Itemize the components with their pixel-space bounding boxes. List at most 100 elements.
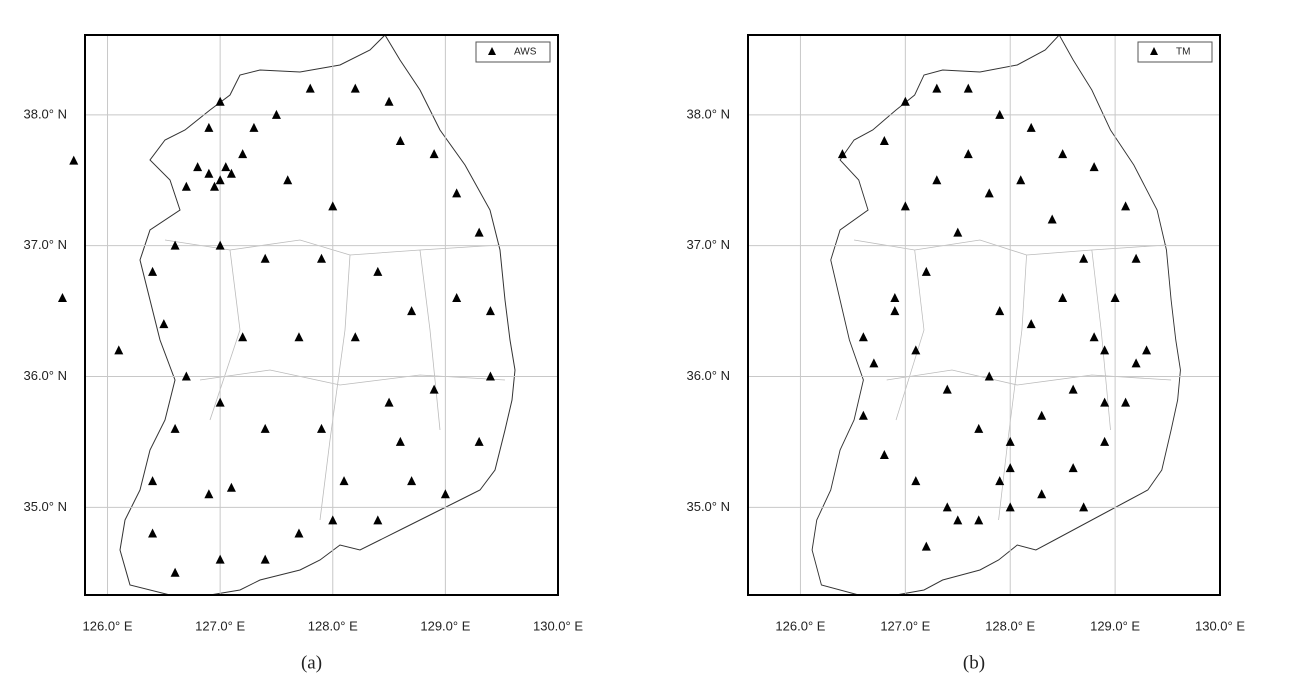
x-tick-label: 128.0° E (308, 618, 358, 633)
station-marker (1068, 463, 1078, 473)
station-marker (879, 450, 889, 459)
station-marker (215, 96, 225, 106)
station-marker (879, 135, 889, 145)
station-marker (170, 240, 180, 250)
station-marker (485, 371, 495, 381)
station-marker (294, 528, 304, 538)
station-marker (159, 319, 169, 329)
station-marker (260, 253, 270, 263)
station-marker (317, 423, 326, 433)
station-marker (148, 266, 158, 276)
station-marker (963, 149, 973, 159)
station-marker (69, 155, 79, 165)
station-marker (260, 423, 270, 433)
station-marker (1110, 292, 1120, 302)
station-marker (932, 175, 942, 185)
station-marker (1005, 436, 1015, 446)
station-marker (429, 149, 439, 159)
station-marker (204, 122, 214, 132)
station-marker (407, 306, 417, 316)
station-marker (238, 149, 248, 159)
station-marker (984, 188, 994, 198)
station-marker (963, 83, 973, 93)
station-marker (204, 168, 214, 178)
station-marker (350, 332, 360, 342)
station-marker (1026, 319, 1036, 329)
station-marker (1058, 292, 1068, 302)
station-marker (373, 515, 383, 525)
station-marker (215, 554, 225, 564)
station-marker (170, 423, 180, 433)
station-marker (283, 175, 293, 185)
station-marker (474, 227, 484, 237)
panel-caption: (a) (301, 652, 322, 673)
station-marker (1100, 345, 1110, 355)
station-marker (1131, 253, 1141, 263)
station-marker (215, 175, 225, 185)
station-marker (215, 240, 225, 250)
legend-marker (1150, 47, 1158, 55)
station-marker (953, 227, 963, 237)
station-marker (890, 306, 900, 316)
station-marker (452, 292, 462, 302)
station-marker (373, 266, 383, 276)
station-marker (226, 168, 236, 178)
legend-box (1137, 41, 1213, 63)
station-marker (204, 489, 214, 499)
station-marker (395, 135, 405, 145)
station-marker (57, 292, 67, 302)
station-marker (294, 332, 304, 342)
station-marker (921, 541, 931, 551)
station-marker (900, 201, 910, 211)
station-marker (1026, 122, 1036, 132)
station-marker (1079, 502, 1089, 512)
station-marker (1005, 463, 1015, 473)
station-marker (890, 292, 900, 302)
station-marker (1037, 489, 1047, 499)
station-marker (1121, 201, 1131, 211)
station-marker (328, 515, 338, 525)
station-marker (1005, 502, 1015, 512)
station-marker (911, 476, 921, 486)
station-marker (305, 83, 315, 93)
station-marker (1089, 162, 1099, 172)
station-marker (1100, 436, 1110, 446)
legend-marker (488, 47, 496, 55)
station-marker (317, 253, 326, 263)
y-tick-label: 37.0° N (686, 237, 730, 252)
station-marker (350, 83, 360, 93)
station-marker (238, 332, 248, 342)
y-tick-label: 38.0° N (23, 106, 67, 121)
x-tick-label: 126.0° E (775, 618, 825, 633)
legend-label: TM (1176, 47, 1190, 58)
station-marker (215, 397, 225, 407)
basemap-a (119, 35, 516, 595)
legend-label: AWS (514, 47, 537, 58)
x-tick-label: 130.0° E (1195, 618, 1245, 633)
plot-frame (84, 34, 559, 596)
station-marker (271, 109, 281, 119)
station-marker (1047, 214, 1057, 224)
station-marker (260, 554, 270, 564)
station-marker (1100, 397, 1110, 407)
station-marker (974, 515, 984, 525)
plot-frame (747, 34, 1221, 596)
y-tick-label: 35.0° N (686, 499, 730, 514)
station-marker (452, 188, 462, 198)
station-marker (485, 306, 495, 316)
station-marker (407, 476, 417, 486)
station-marker (395, 436, 405, 446)
x-tick-label: 130.0° E (533, 618, 583, 633)
station-marker (869, 358, 879, 368)
station-marker (921, 266, 931, 276)
station-marker (995, 306, 1005, 316)
y-tick-label: 36.0° N (23, 368, 67, 383)
station-marker (440, 489, 450, 499)
station-marker (974, 423, 984, 433)
y-tick-label: 38.0° N (686, 106, 730, 121)
station-marker (900, 96, 910, 106)
station-marker (148, 476, 158, 486)
station-marker (858, 332, 868, 342)
station-marker (384, 397, 394, 407)
